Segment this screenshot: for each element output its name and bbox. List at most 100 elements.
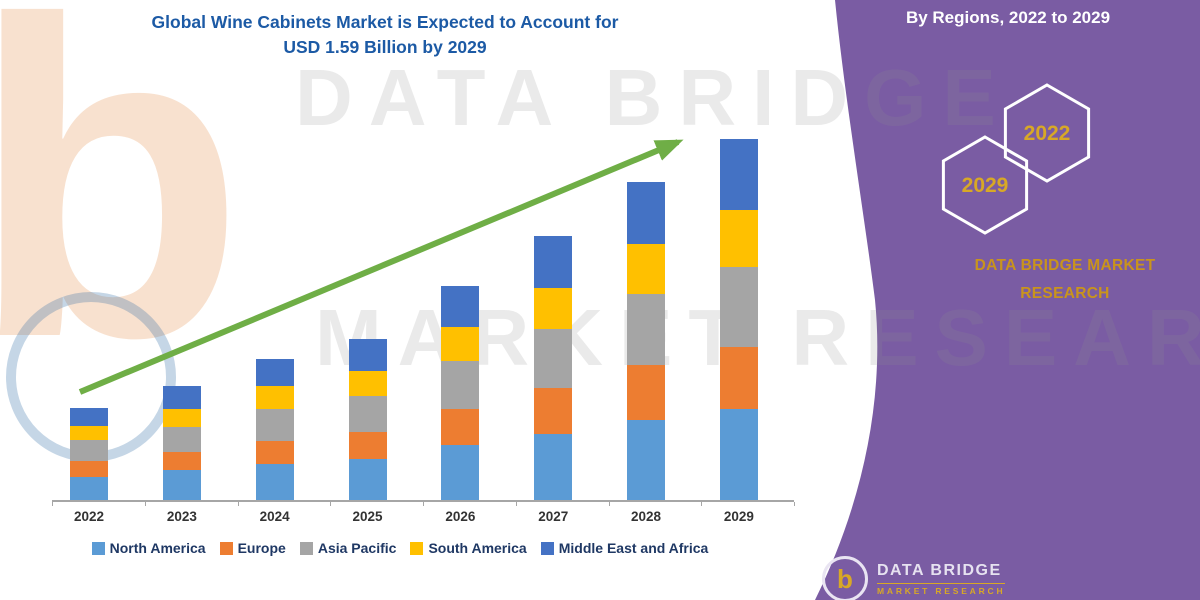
hexagon-year-2022: 2022 <box>1024 122 1071 145</box>
watermark-text-line1: DATA BRIDGE <box>295 53 1012 142</box>
legend-label: Europe <box>237 540 286 556</box>
footer-logo: b DATA BRIDGE MARKET RESEARCH <box>822 556 1006 600</box>
bar-segment-2029-asia-pacific <box>719 267 758 347</box>
axis-tick <box>701 502 703 506</box>
legend-label: Asia Pacific <box>317 540 397 556</box>
stacked-bar-chart <box>70 108 758 500</box>
bar-segment-2026-middle-east-and-africa <box>441 286 480 327</box>
chart-title-line1: Global Wine Cabinets Market is Expected … <box>151 12 619 32</box>
legend-swatch <box>410 541 424 555</box>
bar-segment-2029-middle-east-and-africa <box>719 139 758 210</box>
year-hexagons: 2029 2022 <box>941 83 1091 235</box>
bar-segment-2024-south-america <box>255 386 294 409</box>
bar-segment-2029-north-america <box>719 409 758 500</box>
footer-logo-icon: b <box>822 556 868 600</box>
stacked-bar-2026 <box>441 286 480 500</box>
bar-segment-2026-europe <box>441 409 480 445</box>
legend-swatch <box>91 541 105 555</box>
side-panel-wave <box>815 0 1200 600</box>
axis-tick <box>423 502 424 506</box>
brand-text: DATA BRIDGE MARKET RESEARCH <box>950 252 1180 308</box>
bar-segment-2024-asia-pacific <box>255 409 294 441</box>
legend-swatch <box>219 541 233 555</box>
bar-segment-2028-asia-pacific <box>627 294 666 365</box>
chart-legend: North America Europe Asia Pacific South Ame… <box>0 540 800 556</box>
legend-swatch <box>299 541 313 555</box>
brand-text-line2: RESEARCH <box>1020 285 1110 302</box>
legend-item-europe: Europe <box>219 540 286 556</box>
bar-segment-2026-north-america <box>441 445 480 500</box>
legend-label: Middle East and Africa <box>558 540 709 556</box>
legend-item-south-america: South America <box>410 540 527 556</box>
bar-segment-2026-asia-pacific <box>441 361 480 409</box>
axis-tick <box>608 502 610 506</box>
axis-tick <box>515 502 517 506</box>
bar-segment-2025-south-america <box>348 371 387 396</box>
legend-label: South America <box>428 540 527 556</box>
bar-segment-2028-europe <box>627 365 666 420</box>
bar-segment-2028-middle-east-and-africa <box>627 182 666 244</box>
axis-tick <box>330 502 332 506</box>
x-axis-line <box>52 500 794 502</box>
legend-item-middle-east-and-africa: Middle East and Africa <box>540 540 709 556</box>
footer-logo-subtitle: MARKET RESEARCH <box>877 583 1006 596</box>
bar-segment-2028-north-america <box>627 420 666 500</box>
x-axis-label-2024: 2024 <box>259 509 290 524</box>
footer-logo-name: DATA BRIDGE <box>877 562 1002 579</box>
stacked-bar-2029 <box>719 139 758 500</box>
bar-segment-2025-europe <box>348 432 387 459</box>
bar-segment-2024-middle-east-and-africa <box>255 359 294 386</box>
bar-segment-2025-north-america <box>348 459 387 500</box>
bar-segment-2023-asia-pacific <box>162 427 201 452</box>
axis-tick <box>52 502 53 506</box>
bar-segment-2029-europe <box>719 347 758 409</box>
bar-segment-2023-north-america <box>162 470 201 500</box>
hexagon-2029-outline <box>941 135 1029 235</box>
stacked-bar-2027 <box>534 236 573 500</box>
bar-segment-2023-middle-east-and-africa <box>162 386 201 409</box>
hexagon-2022-outline <box>1003 83 1091 183</box>
bar-segment-2027-europe <box>534 388 573 434</box>
bar-segment-2023-south-america <box>162 409 201 427</box>
x-axis-labels: 2022 2023 2024 2025 2026 2027 2028 2029 <box>70 509 758 524</box>
x-axis-label-2023: 2023 <box>166 509 197 524</box>
bar-segment-2027-middle-east-and-africa <box>534 236 573 288</box>
bar-segment-2025-asia-pacific <box>348 396 387 432</box>
chart-title-line2: USD 1.59 Billion by 2029 <box>283 37 487 57</box>
stacked-bar-2022 <box>70 408 108 500</box>
legend-item-asia-pacific: Asia Pacific <box>299 540 397 556</box>
stacked-bar-2025 <box>348 339 387 500</box>
bar-segment-2022-middle-east-and-africa <box>70 408 108 426</box>
x-axis-label-2026: 2026 <box>445 509 476 524</box>
axis-tick <box>144 502 146 506</box>
bar-segment-2022-south-america <box>70 426 108 440</box>
x-axis-label-2029: 2029 <box>723 509 754 524</box>
bar-segment-2023-europe <box>162 452 201 470</box>
stacked-bar-2024 <box>255 359 294 500</box>
bar-segment-2022-asia-pacific <box>70 440 108 461</box>
stacked-bar-2028 <box>627 182 666 500</box>
chart-title: Global Wine Cabinets Market is Expected … <box>60 10 710 60</box>
bar-segment-2026-south-america <box>441 327 480 361</box>
bar-segment-2027-north-america <box>534 434 573 500</box>
bar-segment-2027-south-america <box>534 288 573 329</box>
x-axis-label-2028: 2028 <box>631 509 662 524</box>
axis-tick <box>794 502 795 506</box>
legend-swatch <box>540 541 554 555</box>
bar-segment-2024-north-america <box>255 464 294 500</box>
x-axis-label-2025: 2025 <box>352 509 383 524</box>
bar-segment-2022-europe <box>70 461 108 477</box>
bar-segment-2029-south-america <box>719 210 758 267</box>
bar-segment-2028-south-america <box>627 244 666 294</box>
x-axis-label-2027: 2027 <box>538 509 569 524</box>
legend-label: North America <box>109 540 206 556</box>
bar-segment-2027-asia-pacific <box>534 329 573 388</box>
bar-segment-2024-europe <box>255 441 294 464</box>
stacked-bar-2023 <box>162 386 201 500</box>
x-axis-label-2022: 2022 <box>73 509 105 524</box>
bar-segment-2025-middle-east-and-africa <box>348 339 387 371</box>
brand-text-line1: DATA BRIDGE MARKET <box>974 257 1156 274</box>
hexagon-year-2029: 2029 <box>962 174 1009 197</box>
bar-segment-2022-north-america <box>70 477 108 500</box>
